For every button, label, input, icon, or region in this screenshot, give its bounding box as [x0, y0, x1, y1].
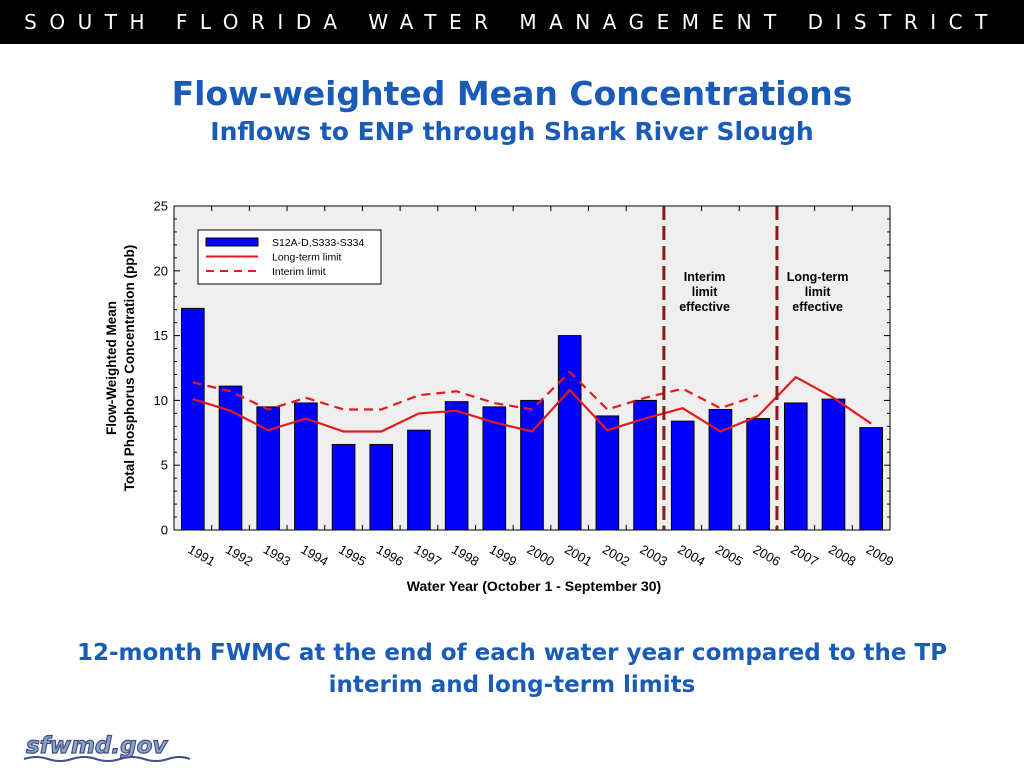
x-tick-label: 2006	[751, 542, 784, 569]
bar-2006	[746, 418, 770, 531]
sfwmd-logo[interactable]: sfwmd.gov	[22, 729, 192, 765]
y-tick-label: 20	[154, 263, 168, 278]
x-tick-label: 1992	[223, 542, 256, 569]
x-axis-title: Water Year (October 1 - September 30)	[407, 578, 661, 594]
x-tick-label: 2001	[562, 542, 595, 569]
slide-subtitle: Inflows to ENP through Shark River Sloug…	[210, 117, 814, 146]
y-axis-title-line2: Total Phosphorus Concentration (ppb)	[122, 245, 137, 491]
y-tick-label: 10	[154, 393, 168, 408]
bar-2001	[557, 335, 582, 531]
y-axis-title-line1: Flow-Weighted Mean	[104, 301, 119, 435]
slide-caption: 12-month FWMC at the end of each water y…	[76, 640, 948, 698]
x-tick-label: 1996	[374, 542, 407, 569]
long-term-limit-line	[192, 375, 872, 433]
logo-text: sfwmd.gov	[26, 733, 168, 759]
x-tick-label: 1999	[487, 542, 520, 569]
annotation-label: effective	[679, 300, 730, 314]
y-tick-label: 0	[161, 523, 168, 538]
annotation-label: limit	[805, 285, 832, 299]
x-tick-label: 1998	[449, 542, 482, 569]
legend-swatch-bar	[205, 237, 259, 247]
annotation-label: Long-term	[787, 270, 849, 284]
x-tick-label: 1995	[336, 542, 369, 569]
y-tick-label: 25	[154, 199, 168, 214]
bar-1997	[407, 429, 431, 531]
x-tick-label: 2009	[864, 542, 897, 569]
plot-frame	[173, 205, 891, 531]
y-tick-label: 15	[154, 328, 168, 343]
x-tick-label: 2000	[525, 542, 558, 569]
x-tick-label: 1991	[185, 542, 218, 569]
annotation-label: Interim	[684, 270, 726, 284]
x-tick-label: 2007	[788, 542, 821, 569]
x-tick-label: 1994	[298, 542, 331, 569]
x-tick-label: 1993	[261, 542, 294, 569]
y-tick-label: 5	[161, 458, 168, 473]
legend-label: Interim limit	[272, 266, 326, 278]
x-tick-label: 2005	[713, 542, 746, 569]
bar-2007	[783, 402, 808, 531]
annotation-label: effective	[792, 300, 843, 314]
bar-2009	[859, 427, 883, 531]
organization-name: SOUTH FLORIDA WATER MANAGEMENT DISTRICT	[24, 10, 1000, 34]
bar-2004	[670, 420, 695, 531]
legend-label: S12A-D,S333-S334	[272, 237, 364, 249]
legend-label: Long-term limit	[272, 252, 342, 264]
bar-1995	[331, 443, 356, 531]
bar-2008	[821, 398, 846, 531]
logo-wave	[23, 756, 191, 762]
annotation-label: limit	[692, 285, 719, 299]
x-tick-label: 1997	[411, 542, 444, 569]
bar-1998	[444, 401, 469, 531]
bar-2002	[595, 415, 620, 531]
x-tick-label: 2004	[675, 542, 708, 569]
bar-1991	[181, 307, 205, 531]
slide-title: Flow-weighted Mean Concentrations	[171, 74, 853, 113]
x-tick-label: 2008	[826, 542, 859, 569]
bar-1996	[369, 443, 394, 531]
x-tick-label: 2003	[638, 542, 671, 569]
bar-2000	[520, 399, 544, 531]
x-tick-label: 2002	[600, 542, 633, 569]
top-banner: SOUTH FLORIDA WATER MANAGEMENT DISTRICT	[0, 0, 1024, 44]
